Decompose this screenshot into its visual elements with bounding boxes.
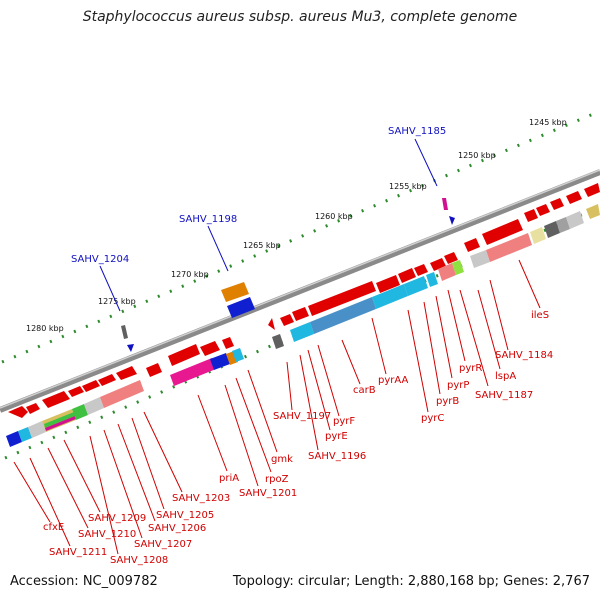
gene-label: SAHV_1211	[49, 547, 107, 558]
leader-line	[117, 423, 156, 522]
leader-line	[407, 309, 429, 413]
scale-label: 1270 kbp	[171, 270, 209, 279]
top-feature-label: SAHV_1185	[388, 126, 446, 137]
gene-label: carB	[353, 385, 376, 396]
gene-label: pyrF	[333, 416, 355, 427]
gene-label: cfxE	[43, 522, 64, 533]
leader-line	[63, 439, 101, 513]
scale-label: 1260 kbp	[315, 212, 353, 221]
leader-line	[131, 417, 165, 510]
leader-line	[224, 384, 259, 487]
gene-label: SAHV_1196	[308, 451, 366, 462]
leader-line	[518, 259, 541, 309]
gene-label: SAHV_1201	[239, 488, 297, 499]
top-feature-label: SAHV_1198	[179, 214, 237, 225]
leader-line	[29, 457, 71, 547]
leader-line	[307, 349, 331, 431]
leader-line	[459, 289, 489, 387]
scale-label: 1280 kbp	[26, 324, 64, 333]
leader-line	[89, 435, 119, 555]
leader-line	[341, 339, 361, 385]
gene-label: SAHV_1208	[110, 555, 168, 566]
feature-blocks	[6, 204, 600, 447]
gene-label: pyrP	[447, 380, 469, 391]
forward-genes	[8, 183, 600, 418]
gene-label: SAHV_1203	[172, 493, 230, 504]
genome-backbone-highlight	[0, 169, 600, 409]
gene-label: pyrE	[325, 431, 348, 442]
outer-tick-track	[1, 110, 599, 364]
leader-line	[317, 344, 340, 417]
gene-label: SAHV_1184	[495, 350, 553, 361]
leader-line	[103, 429, 143, 539]
scale-label: 1245 kbp	[529, 118, 567, 127]
gene-label: priA	[219, 473, 239, 484]
gene-label: SAHV_1206	[148, 523, 206, 534]
leader-line	[286, 361, 293, 411]
scale-label: 1250 kbp	[458, 151, 496, 160]
top-feature-label: SAHV_1204	[71, 254, 129, 265]
gene-label: SAHV_1210	[78, 529, 136, 540]
accession-text: Accession: NC_009782	[10, 574, 158, 589]
gene-label: pyrAA	[378, 375, 408, 386]
leader-line	[489, 279, 509, 351]
scale-label: 1275 kbp	[98, 297, 136, 306]
gene-label: SAHV_1209	[88, 513, 146, 524]
leader-line	[247, 369, 278, 453]
leader-line	[423, 301, 441, 395]
gene-label: SAHV_1205	[156, 510, 214, 521]
genome-summary-text: Topology: circular; Length: 2,880,168 bp…	[232, 574, 590, 589]
gene-label: SAHV_1197	[273, 411, 331, 422]
gene-label: SAHV_1187	[475, 390, 533, 401]
genome-backbone	[0, 169, 600, 413]
leader-line	[447, 289, 466, 362]
leader-line	[371, 317, 387, 375]
map-title: Staphylococcus aureus subsp. aureus Mu3,…	[82, 9, 518, 25]
gene-label: gmk	[271, 454, 293, 465]
leader-line	[47, 447, 89, 529]
gene-label: pyrC	[421, 413, 444, 424]
gene-label: SAHV_1207	[134, 539, 192, 550]
leader-line	[435, 295, 453, 379]
gene-label: pyrB	[436, 396, 459, 407]
scale-label: 1265 kbp	[243, 241, 281, 250]
label-leaders	[13, 259, 541, 555]
scale-label: 1255 kbp	[389, 182, 427, 191]
leader-line	[235, 377, 272, 473]
leader-line	[197, 394, 228, 472]
gene-label: lspA	[495, 371, 516, 382]
leader-line	[477, 289, 501, 370]
top-features	[99, 138, 455, 352]
leader-line	[13, 461, 51, 523]
leader-line	[299, 354, 319, 451]
gene-label: ileS	[531, 310, 549, 321]
gene-label: pyrR	[459, 363, 482, 374]
leader-line	[143, 411, 183, 493]
gene-label: rpoZ	[265, 474, 289, 485]
